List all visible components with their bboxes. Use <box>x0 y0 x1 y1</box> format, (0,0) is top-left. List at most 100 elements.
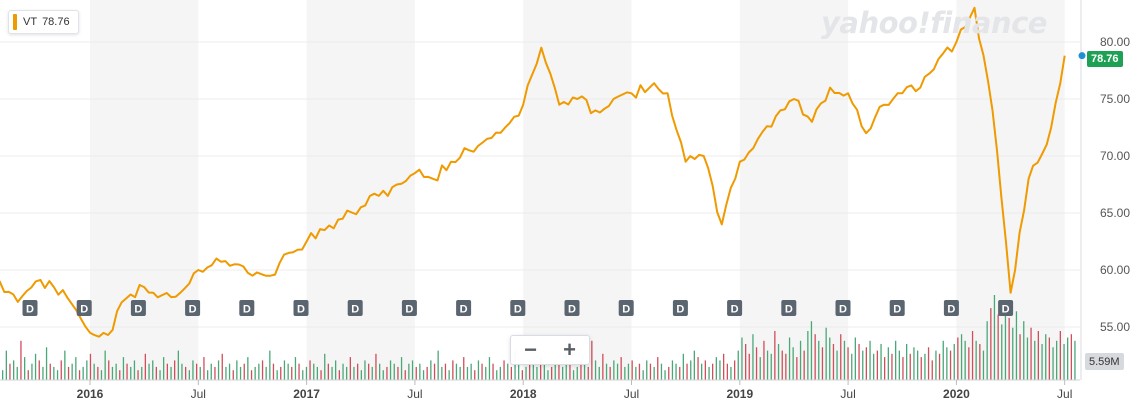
volume-bar <box>217 360 220 380</box>
y-tick-label: 70.00 <box>1100 149 1130 163</box>
volume-bar <box>82 366 84 380</box>
volume-bars <box>2 295 1076 380</box>
volume-bar <box>862 350 864 380</box>
volume-bar <box>975 340 977 380</box>
volume-bar <box>20 340 22 380</box>
volume-bar <box>382 370 384 380</box>
dividend-marker: D <box>781 300 797 316</box>
volume-bar <box>225 366 227 380</box>
volume-bar <box>646 360 648 380</box>
current-price-tag: 78.76 <box>1087 51 1123 67</box>
volume-bar <box>1037 331 1039 380</box>
volume-bar <box>759 357 761 380</box>
volume-bar <box>196 363 198 380</box>
x-tick-label: 2019 <box>726 387 753 401</box>
volume-bar <box>34 353 37 380</box>
volume-bar <box>540 357 542 380</box>
volume-bar <box>496 370 498 380</box>
volume-bar <box>254 366 256 380</box>
volume-bar <box>982 350 985 380</box>
volume-bar <box>115 363 117 380</box>
zoom-out-button[interactable]: − <box>518 339 544 361</box>
volume-bar <box>924 353 926 380</box>
volume-bar <box>909 353 911 380</box>
volume-bar <box>569 363 571 380</box>
volume-bar <box>781 350 783 380</box>
dividend-label: D <box>460 304 468 316</box>
volume-bar <box>199 366 201 380</box>
volume-bar <box>342 363 344 380</box>
volume-bar <box>865 347 867 380</box>
x-tick-label: Jul <box>407 387 422 401</box>
x-tick-label: Jul <box>840 387 855 401</box>
volume-bar <box>137 370 139 380</box>
dividend-marker: D <box>130 300 146 316</box>
volume-bar <box>895 340 897 380</box>
volume-bar <box>997 314 999 380</box>
volume-bar <box>514 350 516 380</box>
dividend-badge <box>293 300 309 316</box>
volume-bar <box>763 340 765 380</box>
volume-bar <box>371 366 373 380</box>
dividend-badge <box>239 300 255 316</box>
dividend-label: D <box>351 304 359 316</box>
volume-bar <box>313 363 315 380</box>
volume-bar <box>821 347 824 380</box>
volume-bar <box>843 340 846 380</box>
zoom-in-button[interactable]: + <box>557 339 583 361</box>
volume-bar <box>602 353 604 380</box>
volume-bar <box>331 366 333 380</box>
volume-bar <box>543 363 545 380</box>
volume-bar <box>745 344 747 380</box>
volume-bar <box>272 363 275 380</box>
volume-bar <box>45 347 48 380</box>
volume-bar <box>108 360 110 380</box>
legend-value: 78.76 <box>42 16 70 28</box>
volume-bar <box>766 350 769 380</box>
volume-bar <box>393 363 395 380</box>
volume-bar <box>379 363 381 380</box>
volume-bar <box>477 360 480 380</box>
volume-bar <box>1023 321 1025 380</box>
volume-bar <box>979 344 981 380</box>
volume-bar <box>565 353 567 380</box>
dividend-marker: D <box>185 300 201 316</box>
volume-bar <box>946 347 948 380</box>
series-legend[interactable]: VT 78.76 <box>8 10 79 34</box>
volume-bar <box>346 366 348 380</box>
volume-bar <box>525 366 527 380</box>
volume-bar <box>858 344 860 380</box>
minus-icon: − <box>524 337 537 362</box>
volume-bar <box>437 350 439 380</box>
volume-bar <box>638 363 641 380</box>
volume-bar <box>250 370 253 380</box>
y-tick-label: 55.00 <box>1100 320 1130 334</box>
volume-bar <box>2 370 4 380</box>
volume-bar <box>181 363 183 380</box>
volume-bar <box>594 360 597 380</box>
volume-bar <box>1012 327 1014 380</box>
x-axis: 2016 Jul 2017 Jul 2018 Jul 2019 Jul 2020 Jul <box>0 379 1080 401</box>
dividend-label: D <box>80 304 88 316</box>
x-tick-label: Jul <box>624 387 639 401</box>
volume-bar <box>1045 334 1047 380</box>
volume-bar <box>518 363 520 380</box>
y-tick-label: 80.00 <box>1100 35 1130 49</box>
volume-bar <box>111 366 114 380</box>
volume-bar <box>481 363 483 380</box>
volume-bar <box>221 353 223 380</box>
volume-bar <box>24 357 26 380</box>
dividend-label: D <box>568 304 576 316</box>
volume-bar <box>492 363 494 380</box>
volume-bar <box>1001 324 1003 380</box>
volume-bar <box>572 370 575 380</box>
dividend-marker: D <box>727 300 743 316</box>
volume-bar <box>353 366 355 380</box>
volume-bar <box>810 321 813 380</box>
volume-bar <box>547 370 549 380</box>
volume-bar <box>938 353 941 380</box>
x-tick-label: Jul <box>1057 387 1072 401</box>
period-band <box>523 0 632 380</box>
volume-bar <box>1034 340 1036 380</box>
